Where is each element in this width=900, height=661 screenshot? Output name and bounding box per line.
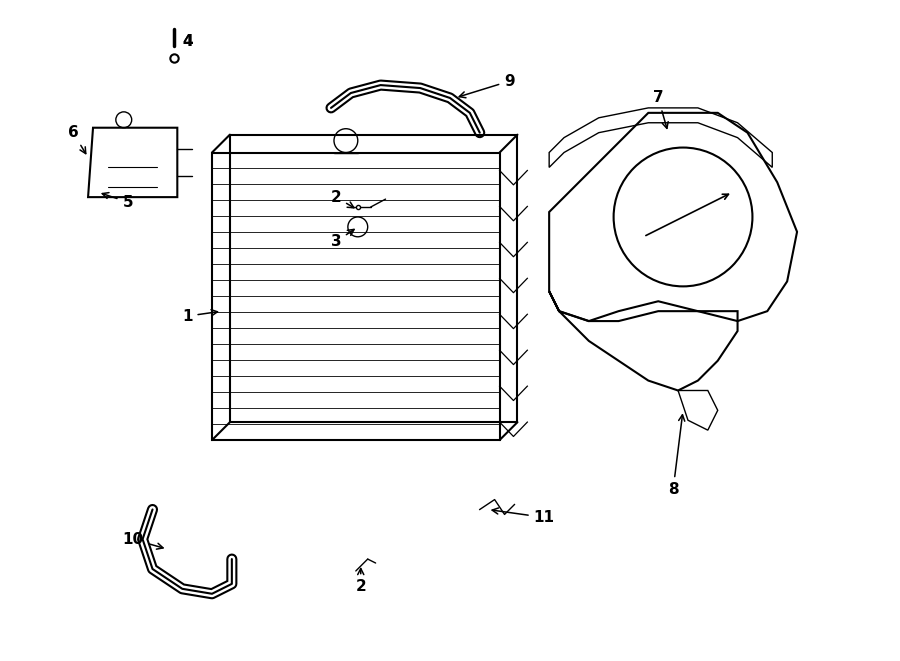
Text: 11: 11 <box>492 508 554 525</box>
Text: 5: 5 <box>103 192 133 210</box>
Text: 4: 4 <box>182 34 193 49</box>
Text: 7: 7 <box>652 91 668 128</box>
Text: 2: 2 <box>330 190 354 208</box>
Text: 8: 8 <box>668 414 685 497</box>
Text: 9: 9 <box>459 73 515 98</box>
Text: 2: 2 <box>356 568 366 594</box>
Text: 6: 6 <box>68 125 86 153</box>
Text: 1: 1 <box>182 309 218 324</box>
Text: 3: 3 <box>330 229 354 249</box>
Text: 10: 10 <box>122 531 163 549</box>
Text: 4: 4 <box>182 34 193 49</box>
